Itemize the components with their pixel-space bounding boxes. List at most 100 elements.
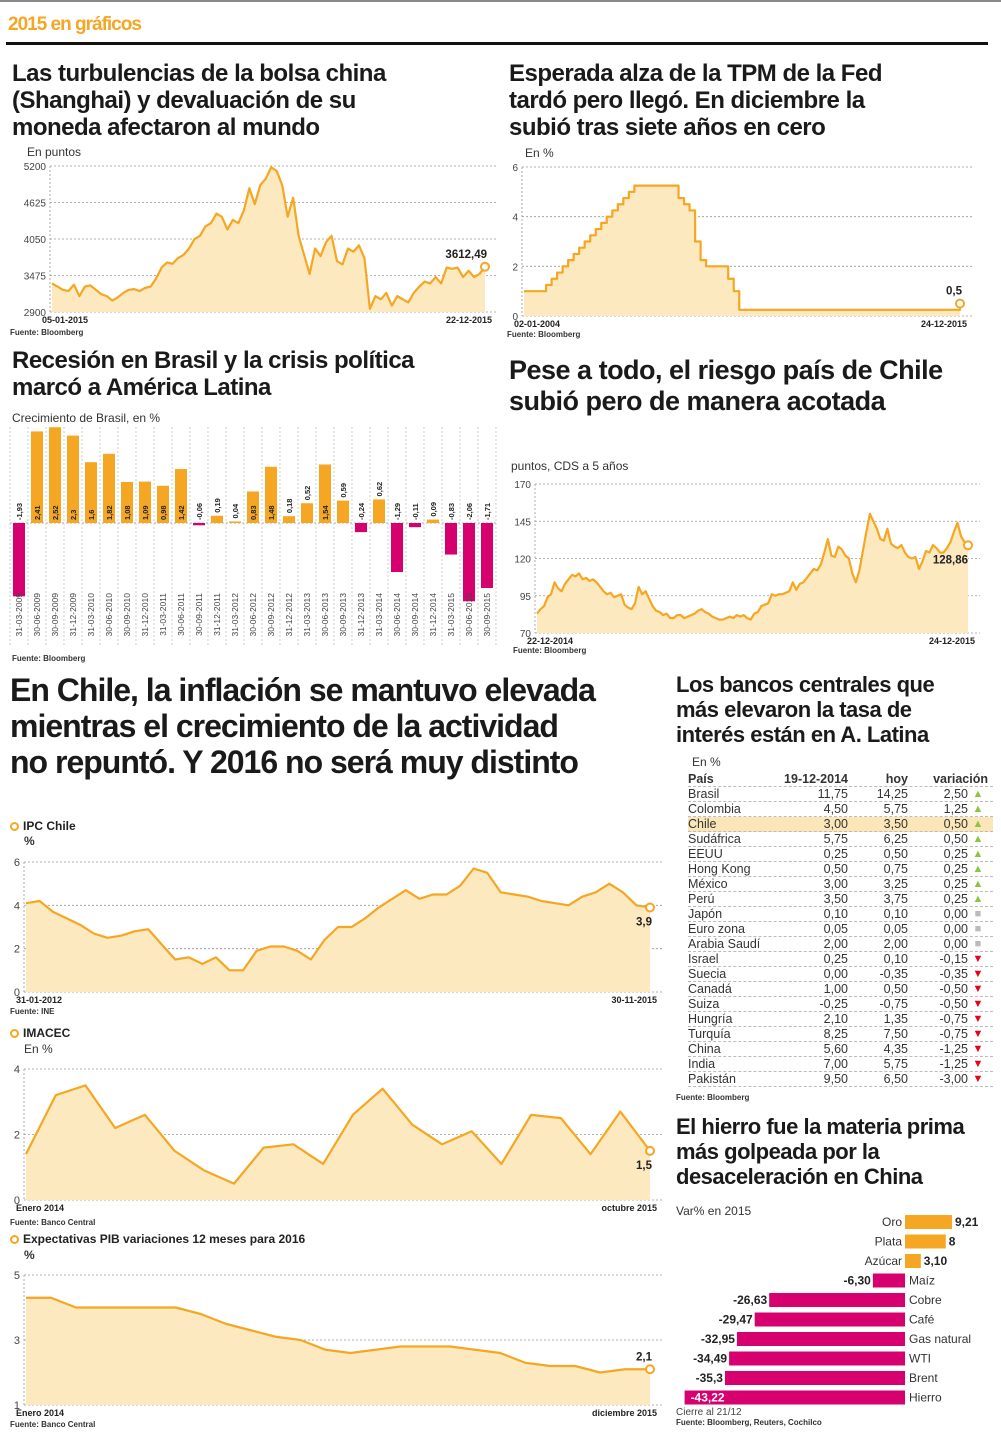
y-tick-label: 5200 bbox=[24, 162, 47, 173]
country-cell: Turquía bbox=[688, 1027, 731, 1041]
country-cell: Israel bbox=[688, 952, 719, 966]
pib-legend: Expectativas PIB variaciones 12 meses pa… bbox=[10, 1232, 305, 1246]
prev-rate-cell: 4,50 bbox=[823, 802, 848, 816]
ipc-source: Fuente: INE bbox=[10, 1007, 55, 1016]
x-category-label: 30-06-2010 bbox=[104, 593, 114, 637]
arrow-up-icon: ▲ bbox=[972, 788, 984, 800]
variation-cell: 0,25 bbox=[943, 847, 968, 861]
bar-value-label: 2,3 bbox=[69, 510, 78, 520]
variation-cell: -1,25 bbox=[939, 1057, 969, 1071]
banks-headline: Los bancos centrales que más elevaron la… bbox=[676, 672, 996, 747]
fed-unit: En % bbox=[525, 146, 554, 160]
bar-value-label: -32,95 bbox=[701, 1332, 735, 1346]
bar-value-label: 9,21 bbox=[955, 1215, 979, 1229]
x-category-label: 31-12-2011 bbox=[212, 593, 222, 636]
banks-unit: En % bbox=[692, 755, 721, 769]
headline-line: tardó pero llegó. En diciembre la bbox=[509, 87, 865, 114]
shanghai-unit: En puntos bbox=[27, 145, 82, 159]
category-label: Oro bbox=[882, 1215, 902, 1229]
bar bbox=[139, 481, 151, 523]
x-category-label: 30-06-2009 bbox=[32, 593, 42, 637]
prev-rate-cell: 5,75 bbox=[823, 832, 848, 846]
x-end-label: 30-11-2015 bbox=[611, 995, 657, 1005]
last-value-label: 2,1 bbox=[636, 1351, 653, 1363]
variation-cell: -3,00 bbox=[939, 1072, 969, 1086]
commodities-source: Fuente: Bloomberg, Reuters, Cochilco bbox=[676, 1418, 822, 1427]
x-category-label: 31-03-2012 bbox=[230, 593, 240, 637]
bar-value-label: 0,52 bbox=[303, 486, 312, 501]
table-row: Canadá 1,00 0,50 -0,50 ▼ bbox=[688, 982, 993, 997]
x-category-label: 31-12-2013 bbox=[356, 593, 366, 637]
last-point-marker bbox=[480, 261, 490, 272]
prev-rate-cell: 2,10 bbox=[823, 1012, 848, 1026]
bar bbox=[103, 453, 115, 523]
column-header: 19-12-2014 bbox=[784, 772, 848, 786]
bar-value-label: -0,06 bbox=[195, 503, 204, 520]
arrow-up-icon: ▲ bbox=[972, 878, 984, 890]
x-category-label: 30-09-2014 bbox=[410, 593, 420, 637]
current-rate-cell: 5,75 bbox=[883, 1057, 908, 1071]
column-header: hoy bbox=[885, 772, 908, 786]
table-row: EEUU 0,25 0,50 0,25 ▲ bbox=[688, 847, 993, 862]
arrow-down-icon: ▼ bbox=[972, 998, 984, 1010]
bar bbox=[283, 516, 295, 523]
last-value-label: 1,5 bbox=[636, 1160, 653, 1172]
table-row: Japón 0,10 0,10 0,00 ■ bbox=[688, 907, 993, 922]
bar-value-label: -0,83 bbox=[447, 503, 456, 520]
table-row: Euro zona 0,05 0,05 0,00 ■ bbox=[688, 922, 993, 937]
bar bbox=[373, 499, 385, 523]
current-rate-cell: 0,75 bbox=[883, 862, 908, 876]
bar-value-label: 3,10 bbox=[924, 1254, 948, 1268]
variation-cell: 0,00 bbox=[943, 937, 968, 951]
last-point-marker bbox=[955, 298, 965, 309]
y-tick-label: 2900 bbox=[24, 308, 47, 319]
arrow-up-icon: ▲ bbox=[972, 803, 984, 815]
bar bbox=[355, 523, 367, 533]
table-row: Israel 0,25 0,10 -0,15 ▼ bbox=[688, 952, 993, 967]
imacec-unit: En % bbox=[24, 1042, 53, 1056]
bar bbox=[157, 485, 169, 523]
y-tick-label: 0 bbox=[14, 1195, 20, 1207]
x-category-label: 30-06-2014 bbox=[392, 593, 402, 637]
headline-line: (Shanghai) y devaluación de su bbox=[12, 87, 356, 114]
current-rate-cell: 1,35 bbox=[883, 1012, 908, 1026]
prev-rate-cell: 0,25 bbox=[823, 952, 848, 966]
pib-source: Fuente: Banco Central bbox=[10, 1420, 96, 1429]
banks-table: País 19-12-2014 hoy variación Brasil 11,7… bbox=[688, 772, 993, 1087]
chile-main-headline: En Chile, la inflación se mantuvo elevad… bbox=[10, 672, 670, 780]
country-cell: Canadá bbox=[688, 982, 732, 996]
x-category-label: 31-12-2010 bbox=[140, 593, 150, 637]
square-neutral-icon: ■ bbox=[974, 938, 982, 950]
variation-cell: 0,25 bbox=[943, 892, 968, 906]
x-start-label: 22-12-2014 bbox=[527, 636, 573, 645]
main-rule bbox=[6, 42, 988, 45]
y-tick-label: 6 bbox=[512, 163, 518, 174]
table-row: Suiza -0,25 -0,75 -0,50 ▼ bbox=[688, 997, 993, 1012]
headline-line: Recesión en Brasil y la crisis política bbox=[12, 347, 415, 374]
imacec-source: Fuente: Banco Central bbox=[10, 1218, 96, 1227]
prev-rate-cell: -0,25 bbox=[819, 997, 849, 1011]
headline-line: Las turbulencias de la bolsa china bbox=[12, 60, 386, 87]
current-rate-cell: 0,05 bbox=[883, 922, 908, 936]
arrow-up-icon: ▲ bbox=[972, 893, 984, 905]
x-category-label: 31-03-2011 bbox=[158, 593, 168, 636]
y-tick-label: 70 bbox=[520, 629, 532, 640]
prev-rate-cell: 7,00 bbox=[823, 1057, 848, 1071]
current-rate-cell: 4,35 bbox=[883, 1042, 908, 1056]
table-row: Chile 3,00 3,50 0,50 ▲ bbox=[688, 817, 993, 832]
area-fill bbox=[537, 513, 968, 633]
headline-line: más elevaron la tasa de bbox=[676, 697, 912, 722]
table-header: País 19-12-2014 hoy variación bbox=[688, 772, 993, 787]
y-tick-label: 5 bbox=[14, 1270, 20, 1282]
arrow-down-icon: ▼ bbox=[972, 953, 984, 965]
ipc-unit: % bbox=[24, 834, 35, 848]
headline-line: subió pero de manera acotada bbox=[509, 386, 886, 416]
headline-line: El hierro fue la materia prima bbox=[676, 1114, 965, 1139]
x-category-label: 30-06-2012 bbox=[248, 593, 258, 637]
headline-line: Esperada alza de la TPM de la Fed bbox=[509, 60, 882, 87]
variation-cell: 0,00 bbox=[943, 907, 968, 921]
x-category-label: 30-09-2010 bbox=[122, 593, 132, 637]
last-value-label: 0,5 bbox=[946, 286, 963, 298]
arrow-up-icon: ▲ bbox=[972, 833, 984, 845]
category-label: Café bbox=[909, 1313, 935, 1327]
